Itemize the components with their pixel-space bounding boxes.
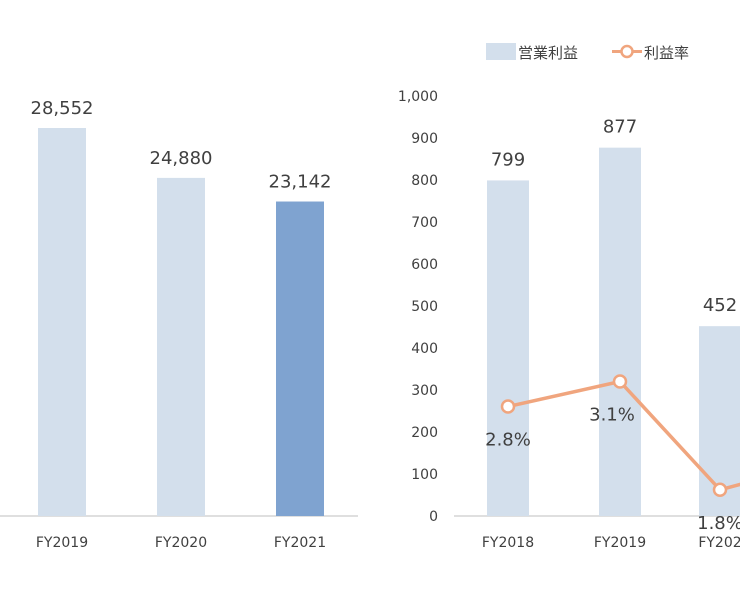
left-bar (276, 201, 324, 516)
left-bar (157, 177, 205, 516)
left-x-tick-label: FY2020 (155, 535, 207, 551)
left-bar (38, 128, 86, 516)
right-bar-value-label: 799 (491, 149, 525, 170)
right-chart: 営業利益 利益率 0 100 200 300 400 500 600 700 800 900 1,0… (398, 43, 740, 551)
legend-line-marker (620, 44, 634, 59)
right-bar (487, 180, 529, 517)
margin-marker (500, 399, 516, 414)
right-bar-value-label: 452 (703, 295, 737, 316)
left-bar-value-label: 24,880 (150, 148, 213, 169)
legend-line-label: 利益率 (644, 44, 689, 62)
right-y-tick-label: 400 (411, 341, 438, 357)
left-x-tick-label: FY2021 (274, 535, 326, 551)
left-bar-value-label: 23,142 (269, 172, 332, 193)
margin-marker (612, 374, 628, 389)
margin-value-label: 1.8% (697, 513, 740, 534)
left-chart: FY2019 FY2020 FY2021 28,552 24,880 23,14… (0, 98, 358, 551)
right-x-tick-label: FY2018 (482, 535, 534, 551)
right-y-tick-label: 800 (411, 173, 438, 189)
right-y-tick-label: 300 (411, 383, 438, 399)
margin-line (507, 379, 740, 492)
margin-value-label: 2.8% (485, 430, 531, 451)
right-x-tick-label: FY2019 (594, 535, 646, 551)
left-x-tick-label: FY2019 (36, 535, 88, 551)
right-y-tick-label: 1,000 (398, 89, 438, 105)
left-bar-value-label: 28,552 (31, 98, 94, 119)
right-y-tick-label: 600 (411, 257, 438, 273)
right-y-tick-label: 0 (429, 509, 438, 525)
margin-value-label: 3.1% (589, 405, 635, 426)
right-y-tick-label: 500 (411, 299, 438, 315)
right-y-tick-label: 900 (411, 131, 438, 147)
right-bar-value-label: 877 (603, 117, 637, 138)
legend-bar-label: 営業利益 (518, 44, 578, 62)
right-y-tick-label: 700 (411, 215, 438, 231)
right-x-tick-label: FY202 (698, 535, 740, 551)
right-y-tick-label: 200 (411, 425, 438, 441)
right-y-tick-label: 100 (411, 467, 438, 483)
margin-marker (712, 482, 728, 498)
legend: 営業利益 利益率 (486, 43, 689, 62)
right-bar (599, 147, 641, 516)
legend-bar-swatch (486, 43, 516, 60)
